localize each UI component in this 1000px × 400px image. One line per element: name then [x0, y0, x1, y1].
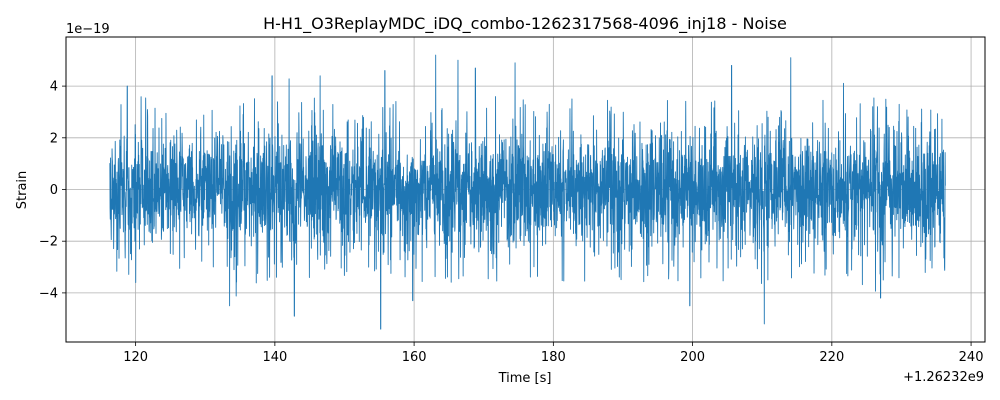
x-tick-label: 200	[680, 350, 705, 365]
x-axis: 120 140 160 180 200 220 240	[123, 342, 983, 365]
y-axis: −4 −2 0 2 4	[39, 80, 66, 301]
x-tick-label: 140	[262, 350, 287, 365]
x-tick-label: 240	[959, 350, 984, 365]
x-tick-label: 160	[402, 350, 427, 365]
y-tick-label: −4	[39, 286, 58, 301]
y-tick-label: 2	[50, 131, 58, 146]
x-tick-label: 220	[819, 350, 844, 365]
chart-title: H-H1_O3ReplayMDC_iDQ_combo-1262317568-40…	[263, 14, 787, 34]
x-offset-label: +1.26232e9	[903, 370, 984, 385]
x-tick-label: 180	[541, 350, 566, 365]
y-exponent-label: 1e−19	[66, 22, 110, 37]
y-axis-label: Strain	[15, 171, 30, 210]
y-tick-label: 0	[50, 183, 58, 198]
x-tick-label: 120	[123, 350, 148, 365]
y-tick-label: −2	[39, 235, 58, 250]
x-axis-label: Time [s]	[498, 371, 552, 386]
y-tick-label: 4	[50, 80, 58, 95]
noise-series-line	[109, 54, 946, 330]
